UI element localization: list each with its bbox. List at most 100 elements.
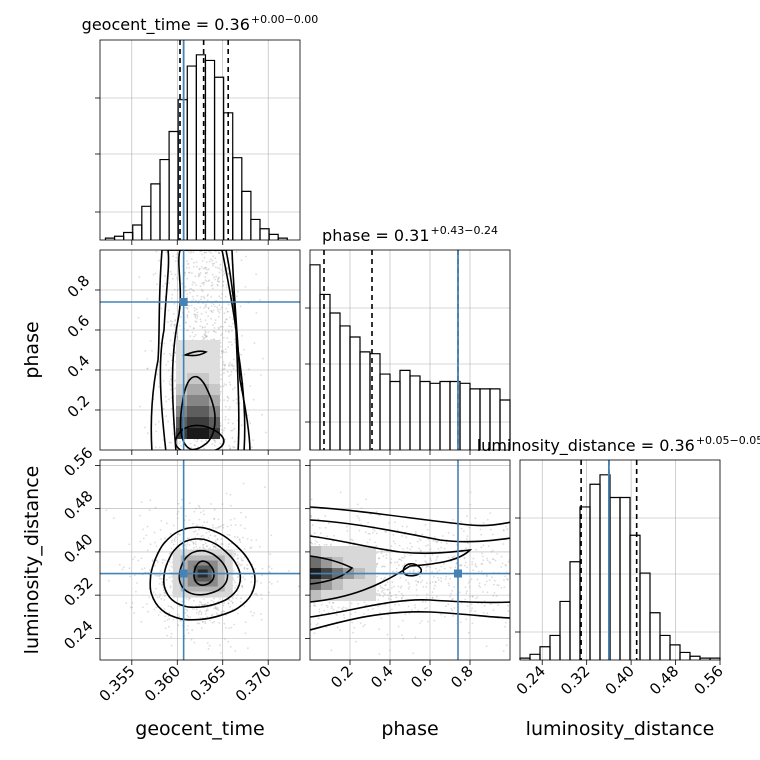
p10-sample-696 [203, 337, 206, 340]
p10-sample-155 [228, 375, 231, 378]
p10-sample-889 [252, 439, 255, 441]
p10-sample-11 [170, 441, 172, 444]
p10-sample-15 [238, 402, 241, 405]
p21-sample-350 [358, 529, 361, 532]
p20-sample-747 [202, 546, 205, 549]
p20-sample-138 [163, 608, 166, 610]
p21-sample-588 [407, 587, 410, 590]
p20-sample-126 [178, 615, 181, 618]
p21-sample-305 [408, 612, 411, 615]
p10-sample-708 [205, 306, 207, 308]
p21-sample-458 [316, 622, 319, 625]
p20-sample-491 [193, 546, 195, 549]
p21-sample-615 [396, 529, 399, 532]
p21-sample-816 [390, 558, 393, 560]
p21-sample-235 [382, 555, 385, 557]
p20-sample-246 [177, 624, 180, 627]
p21-sample-801 [464, 561, 467, 564]
p20-sample-723 [212, 526, 215, 529]
p10-sample-81 [214, 278, 217, 281]
p10-sample-568 [151, 349, 153, 352]
p21-sample-359 [350, 602, 353, 605]
p20-sample-233 [215, 612, 218, 615]
p20-sample-811 [229, 504, 232, 507]
p20-sample-347 [240, 557, 243, 560]
p10-sample-308 [214, 257, 217, 260]
p20-sample-851 [246, 538, 249, 540]
p21-sample-147 [493, 583, 495, 586]
p21-sample-580 [440, 613, 442, 616]
p21-sample-613 [471, 622, 474, 625]
p10-density-cell-30 [198, 351, 209, 362]
p21-sample-438 [384, 565, 386, 568]
p20-sample-19 [256, 594, 258, 597]
p20-sample-875 [222, 610, 225, 612]
p10-sample-722 [222, 360, 225, 363]
p21-sample-332 [460, 564, 462, 567]
p10-sample-242 [229, 383, 232, 386]
p21-sample-760 [310, 541, 312, 544]
p21-density-cell-21 [354, 557, 365, 569]
p21-sample-705 [416, 540, 419, 543]
p21-sample-263 [350, 613, 352, 616]
p21-sample-50 [445, 575, 448, 578]
p21-sample-453 [376, 575, 378, 578]
p10-sample-337 [203, 251, 206, 254]
p10-sample-230 [202, 281, 205, 284]
p21-sample-827 [373, 529, 376, 532]
p21-sample-37 [492, 594, 495, 597]
p10-sample-513 [174, 273, 177, 276]
p10-sample-16 [196, 315, 199, 318]
p20-sample-659 [243, 566, 246, 569]
p10-sample-682 [195, 321, 198, 323]
p20-sample-698 [185, 608, 188, 611]
p20-sample-705 [135, 590, 137, 593]
p20-sample-777 [249, 610, 252, 613]
panel-phase-vs-geocent-time: 0.20.40.60.8 [64, 249, 301, 455]
p10-sample-652 [214, 322, 216, 324]
frame-p10 [99, 249, 301, 451]
p21-sample-533 [398, 604, 400, 606]
p20-sample-881 [170, 533, 172, 535]
p21-sample-40 [400, 585, 403, 588]
p20-sample-324 [241, 585, 243, 588]
p20-sample-835 [195, 507, 198, 510]
p20-sample-392 [215, 527, 217, 529]
p20-sample-367 [195, 543, 197, 546]
p20-sample-555 [196, 622, 199, 625]
h22-bin-2 [539, 646, 551, 660]
p10-sample-379 [192, 289, 194, 292]
p10-sample-715 [225, 318, 228, 320]
p20-sample-676 [270, 534, 273, 537]
p10-sample-545 [195, 284, 198, 286]
p10-sample-741 [228, 445, 231, 447]
p10-sample-730 [218, 304, 221, 307]
p21-density-cell-20 [354, 546, 365, 558]
p10-sample-395 [208, 250, 211, 253]
p10-sample-789 [204, 266, 206, 269]
p10-sample-770 [204, 304, 207, 307]
p21-sample-214 [377, 599, 380, 601]
p10-sample-788 [218, 312, 221, 314]
p10-density-cell-29 [187, 351, 198, 362]
p21-sample-344 [436, 570, 439, 573]
p21-sample-535 [504, 564, 507, 566]
p21-sample-391 [486, 557, 488, 560]
p21-sample-62 [339, 491, 342, 494]
p21-sample-512 [437, 576, 439, 579]
p20-sample-545 [160, 538, 163, 541]
p10-sample-449 [226, 337, 229, 339]
p10-sample-133 [188, 288, 191, 291]
p21-sample-480 [419, 549, 422, 552]
p21-sample-829 [324, 526, 327, 529]
p21-sample-485 [378, 628, 380, 631]
p10-sample-611 [205, 334, 208, 337]
p21-sample-690 [436, 540, 439, 543]
p20-sample-506 [193, 599, 195, 602]
p21-sample-645 [407, 605, 410, 608]
p21-sample-718 [447, 531, 450, 534]
p21-sample-779 [437, 579, 440, 581]
p20-sample-283 [161, 561, 164, 564]
p20-sample-675 [191, 629, 194, 632]
p20-sample-320 [223, 602, 226, 605]
